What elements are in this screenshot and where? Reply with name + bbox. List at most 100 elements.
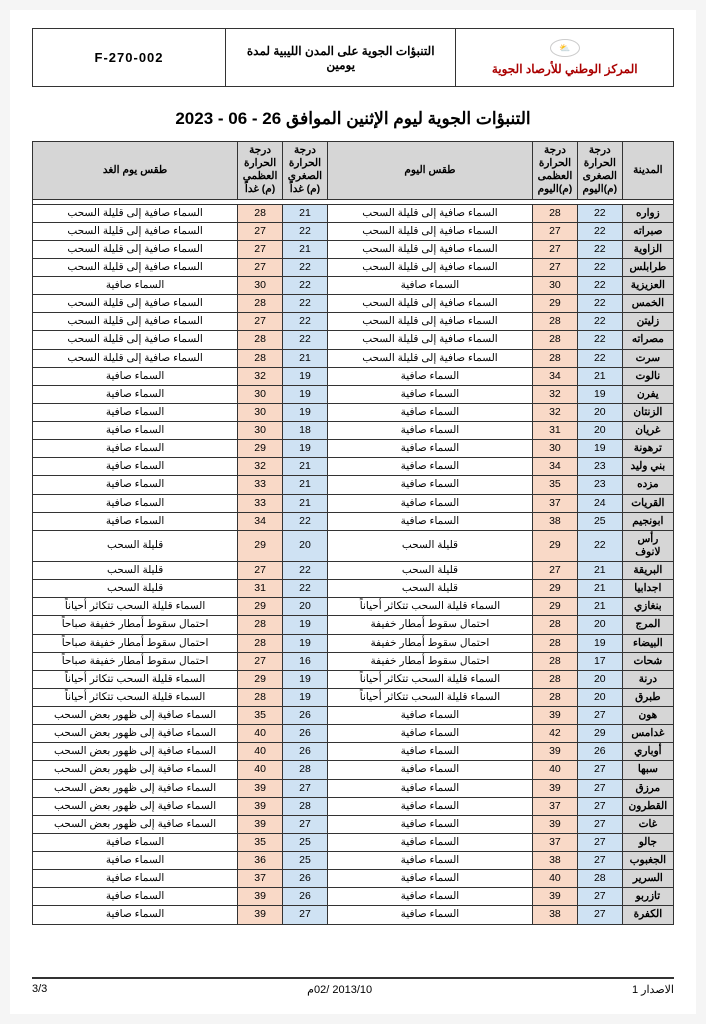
cell-max-today: 30 <box>533 440 578 458</box>
cell-city: اجدابيا <box>622 580 673 598</box>
cell-wx-today: السماء قليلة السحب تتكاثر أحياناً <box>327 670 532 688</box>
cell-max-tom: 30 <box>238 385 283 403</box>
cell-max-today: 40 <box>533 870 578 888</box>
cell-min-today: 24 <box>577 494 622 512</box>
cell-min-tom: 20 <box>283 598 328 616</box>
cell-wx-today: السماء صافية <box>327 367 532 385</box>
doc-code-cell: F-270-002 <box>33 29 225 86</box>
cell-wx-tom: السماء صافية <box>33 833 238 851</box>
table-row: غريان2031السماء صافية1830السماء صافية <box>33 422 674 440</box>
page-container: ⛅ المركز الوطني للأرصاد الجوية التنبؤات … <box>10 10 696 1014</box>
cell-min-tom: 26 <box>283 870 328 888</box>
cell-min-today: 22 <box>577 277 622 295</box>
cell-wx-today: السماء صافية <box>327 761 532 779</box>
cell-wx-tom: السماء صافية <box>33 422 238 440</box>
cell-min-today: 22 <box>577 258 622 276</box>
cell-max-tom: 27 <box>238 258 283 276</box>
cell-max-tom: 30 <box>238 277 283 295</box>
cell-min-today: 22 <box>577 222 622 240</box>
cell-min-today: 22 <box>577 240 622 258</box>
cell-min-tom: 19 <box>283 440 328 458</box>
cell-city: بنغازي <box>622 598 673 616</box>
table-row: المرج2028احتمال سقوط أمطار خفيفة1928احتم… <box>33 616 674 634</box>
cell-wx-tom: السماء صافية <box>33 870 238 888</box>
cell-min-tom: 19 <box>283 688 328 706</box>
table-header: المدينة درجة الحرارة الصغرى (م)اليوم درج… <box>33 142 674 200</box>
cell-wx-tom: احتمال سقوط أمطار خفيفة صباحاً <box>33 616 238 634</box>
cell-city: الكفرة <box>622 906 673 924</box>
cell-city: العزيزية <box>622 277 673 295</box>
table-row: القريات2437السماء صافية2133السماء صافية <box>33 494 674 512</box>
cell-max-tom: 28 <box>238 331 283 349</box>
cell-min-tom: 19 <box>283 616 328 634</box>
col-max-tom: درجة الحرارة العظمى (م) غداً <box>238 142 283 200</box>
cell-wx-today: احتمال سقوط أمطار خفيفة <box>327 634 532 652</box>
cell-max-tom: 29 <box>238 530 283 561</box>
cell-max-tom: 40 <box>238 761 283 779</box>
table-row: سبها2740السماء صافية2840السماء صافية إلى… <box>33 761 674 779</box>
cell-wx-today: السماء صافية <box>327 815 532 833</box>
cell-min-tom: 27 <box>283 815 328 833</box>
cell-max-today: 38 <box>533 512 578 530</box>
cell-wx-tom: السماء صافية إلى ظهور بعض السحب <box>33 725 238 743</box>
table-row: الزاوية2227السماء صافية إلى قليلة السحب2… <box>33 240 674 258</box>
cell-min-tom: 22 <box>283 295 328 313</box>
cell-max-tom: 32 <box>238 367 283 385</box>
cell-min-today: 22 <box>577 295 622 313</box>
cell-max-today: 29 <box>533 598 578 616</box>
cell-max-today: 28 <box>533 331 578 349</box>
table-row: أوباري2639السماء صافية2640السماء صافية إ… <box>33 743 674 761</box>
cell-city: بني وليد <box>622 458 673 476</box>
cell-city: الزاوية <box>622 240 673 258</box>
cell-wx-today: السماء صافية <box>327 385 532 403</box>
cell-max-today: 38 <box>533 906 578 924</box>
cell-min-tom: 22 <box>283 222 328 240</box>
cell-min-today: 27 <box>577 906 622 924</box>
table-row: نالوت2134السماء صافية1932السماء صافية <box>33 367 674 385</box>
cell-wx-tom: السماء صافية <box>33 440 238 458</box>
cell-max-today: 34 <box>533 458 578 476</box>
cell-max-tom: 34 <box>238 512 283 530</box>
cell-max-tom: 28 <box>238 295 283 313</box>
cell-max-today: 32 <box>533 385 578 403</box>
cell-wx-tom: السماء صافية <box>33 906 238 924</box>
cell-city: تازربو <box>622 888 673 906</box>
cell-wx-today: السماء صافية <box>327 833 532 851</box>
cell-city: البريقة <box>622 562 673 580</box>
cell-wx-today: السماء صافية إلى قليلة السحب <box>327 313 532 331</box>
cell-wx-today: السماء صافية <box>327 852 532 870</box>
cell-city: مصراته <box>622 331 673 349</box>
cell-wx-today: السماء صافية <box>327 403 532 421</box>
cell-min-tom: 21 <box>283 204 328 222</box>
cell-min-tom: 21 <box>283 458 328 476</box>
cell-wx-today: احتمال سقوط أمطار خفيفة <box>327 652 532 670</box>
cell-wx-today: قليلة السحب <box>327 562 532 580</box>
cell-max-today: 35 <box>533 476 578 494</box>
org-cell: ⛅ المركز الوطني للأرصاد الجوية <box>455 29 673 86</box>
cell-wx-tom: السماء صافية إلى ظهور بعض السحب <box>33 779 238 797</box>
cell-min-tom: 22 <box>283 580 328 598</box>
cell-max-today: 39 <box>533 743 578 761</box>
table-row: بنغازي2129السماء قليلة السحب تتكاثر أحيا… <box>33 598 674 616</box>
cell-min-tom: 22 <box>283 277 328 295</box>
table-row: جالو2737السماء صافية2535السماء صافية <box>33 833 674 851</box>
cell-max-today: 28 <box>533 204 578 222</box>
cell-city: صبراته <box>622 222 673 240</box>
cell-wx-today: السماء صافية <box>327 494 532 512</box>
col-wx-tom: طقس يوم الغد <box>33 142 238 200</box>
footer-page: 3/3 <box>32 983 47 996</box>
org-name: المركز الوطني للأرصاد الجوية <box>492 62 638 76</box>
cell-max-today: 28 <box>533 670 578 688</box>
cell-min-tom: 26 <box>283 707 328 725</box>
cell-min-today: 23 <box>577 476 622 494</box>
cell-max-tom: 33 <box>238 476 283 494</box>
table-row: البريقة2127قليلة السحب2227قليلة السحب <box>33 562 674 580</box>
cell-wx-tom: السماء صافية <box>33 277 238 295</box>
cell-wx-today: قليلة السحب <box>327 530 532 561</box>
cell-max-today: 28 <box>533 349 578 367</box>
cell-wx-today: السماء صافية إلى قليلة السحب <box>327 240 532 258</box>
cell-wx-tom: قليلة السحب <box>33 580 238 598</box>
cell-max-tom: 31 <box>238 580 283 598</box>
cell-min-today: 20 <box>577 422 622 440</box>
cell-wx-today: السماء صافية <box>327 476 532 494</box>
